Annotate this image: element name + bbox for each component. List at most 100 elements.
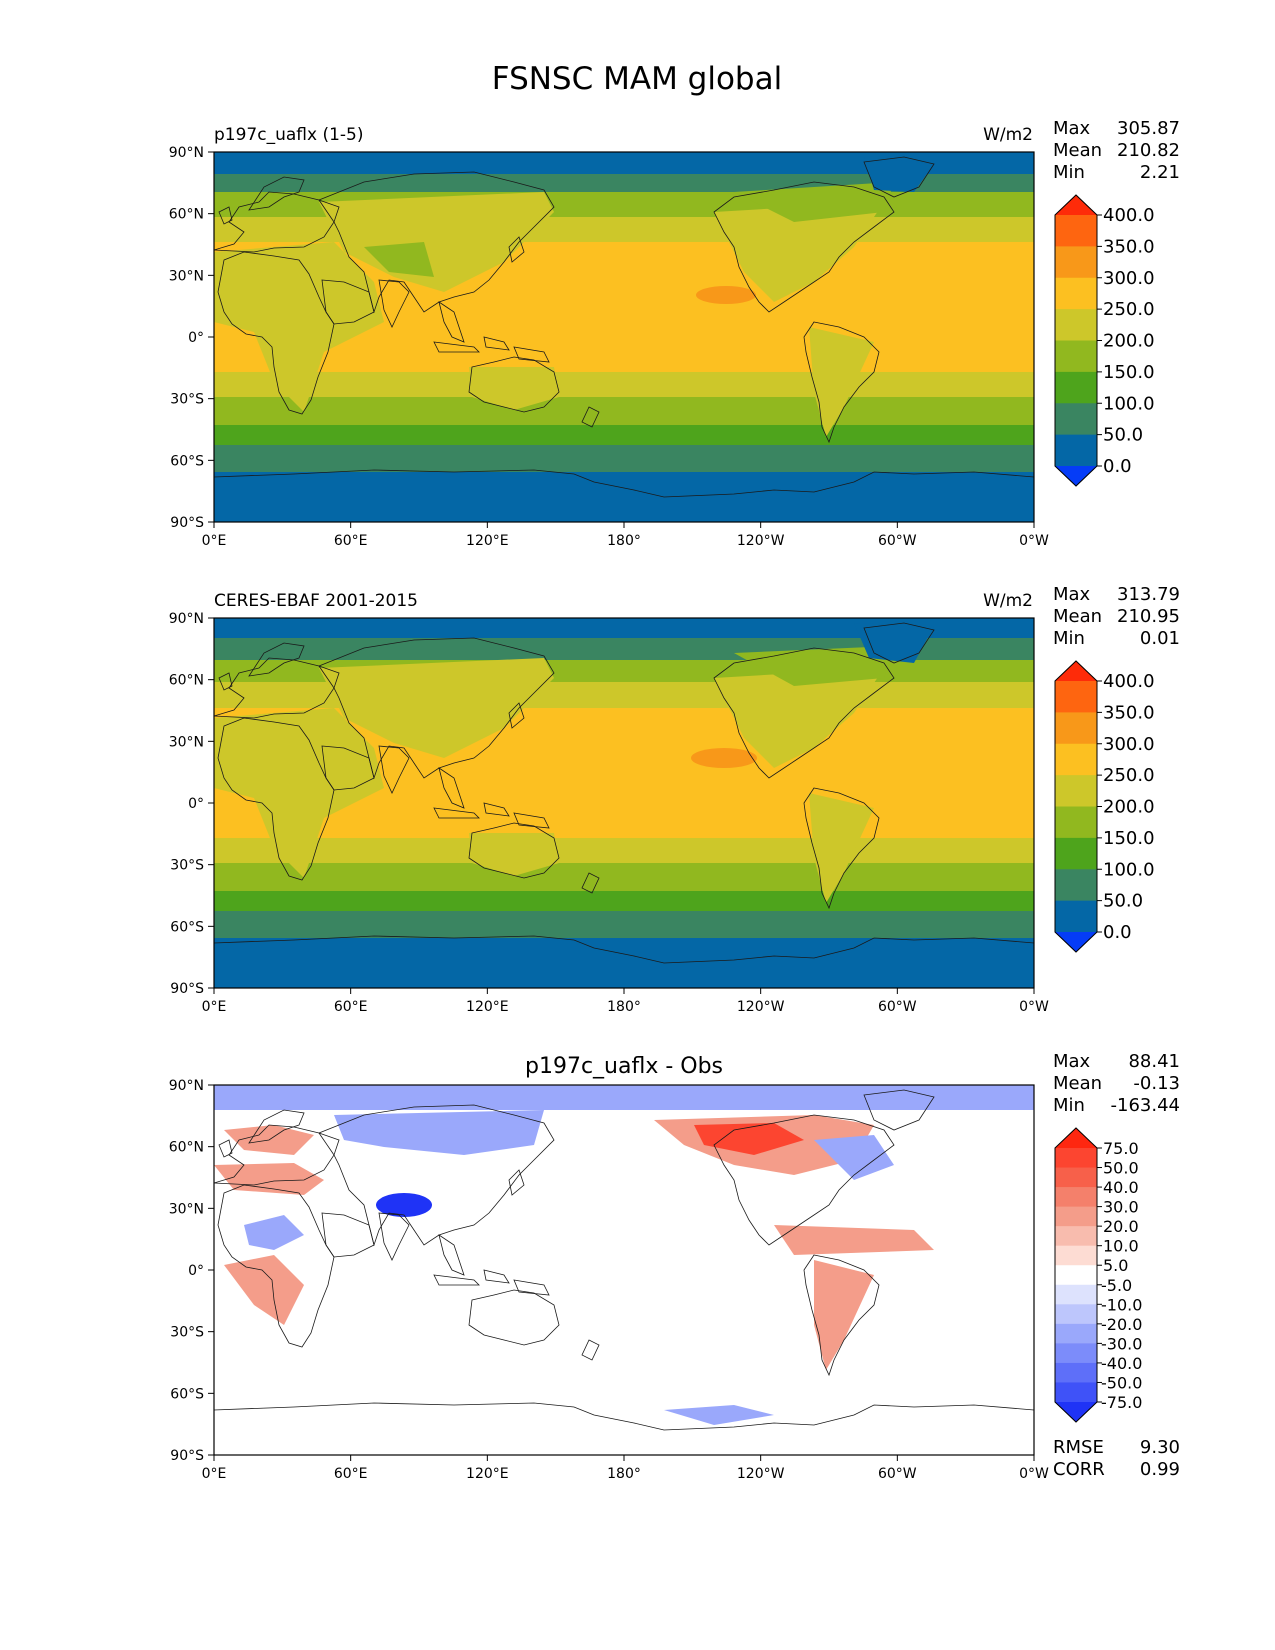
lat-tick-label: 60°N bbox=[169, 207, 204, 223]
lat-tick-label: 90°S bbox=[170, 981, 204, 997]
colorbar-label: 50.0 bbox=[1103, 425, 1143, 446]
lat-tick-label: 60°S bbox=[170, 1386, 204, 1402]
stat-max-label: Max bbox=[1053, 584, 1091, 605]
lat-axis: 90°N 60°N 30°N 0° 30°S 60°S 90°S bbox=[169, 1078, 214, 1464]
stat-mean-value: -0.13 bbox=[1133, 1073, 1180, 1094]
stat-min-value: -163.44 bbox=[1111, 1095, 1180, 1116]
lat-tick-label: 60°S bbox=[170, 919, 204, 935]
colorbar-segment bbox=[1055, 1245, 1097, 1266]
colorbar-segment bbox=[1055, 340, 1097, 373]
panel-diff: p197c_uaflx - Obs 90°N60°N30 bbox=[169, 1051, 1180, 1482]
stat-min-label: Min bbox=[1053, 1095, 1085, 1116]
lon-tick-label: 60°W bbox=[878, 999, 917, 1015]
lat-tick-label: 0° bbox=[188, 1263, 204, 1279]
colorbar-segment bbox=[1055, 434, 1097, 467]
stats-block: Max 313.79 Mean 210.95 Min 0.01 bbox=[1053, 584, 1180, 649]
colorbar-label: 400.0 bbox=[1103, 671, 1155, 692]
colorbar-label: 350.0 bbox=[1103, 702, 1155, 723]
lon-tick-label: 180° bbox=[607, 533, 641, 549]
stat-mean-value: 210.95 bbox=[1117, 606, 1180, 627]
lon-tick-label: 0°W bbox=[1019, 1466, 1049, 1482]
map-model bbox=[213, 151, 1035, 523]
colorbar-segment bbox=[1055, 215, 1097, 247]
colorbar-label: 5.0 bbox=[1103, 1256, 1128, 1275]
colorbar-segment bbox=[1055, 900, 1097, 933]
lon-tick-label: 60°E bbox=[334, 1466, 368, 1482]
colorbar: 400.0 350.0 300.0 250.0 200.0 150.0 100.0 50.0 0… bbox=[1054, 660, 1155, 953]
lat-tick-label: 90°N bbox=[169, 145, 204, 161]
colorbar-label: 300.0 bbox=[1103, 268, 1155, 289]
colorbar-segment bbox=[1055, 371, 1097, 404]
colorbar-segment bbox=[1055, 1343, 1097, 1364]
colorbar-segment bbox=[1055, 681, 1097, 713]
colorbar-segment bbox=[1055, 1206, 1097, 1227]
lat-tick-label: 30°N bbox=[169, 268, 204, 284]
lat-tick-label: 90°S bbox=[170, 1448, 204, 1464]
lon-tick-label: 0°W bbox=[1019, 533, 1049, 549]
lon-axis: 0°E 60°E 120°E 180° 120°W 60°W 0°W bbox=[202, 1455, 1049, 1482]
colorbar-label: 400.0 bbox=[1103, 205, 1155, 226]
colorbar-label: 50.0 bbox=[1103, 1159, 1139, 1178]
colorbar-label: -75.0 bbox=[1101, 1393, 1142, 1412]
colorbar-label: 200.0 bbox=[1103, 797, 1155, 818]
stats-block: Max 88.41 Mean -0.13 Min -163.44 bbox=[1053, 1051, 1180, 1116]
stat-max-value: 88.41 bbox=[1128, 1051, 1180, 1072]
lon-tick-label: 180° bbox=[607, 999, 641, 1015]
colorbar-label: -20.0 bbox=[1101, 1315, 1142, 1334]
lon-tick-label: 120°W bbox=[737, 999, 785, 1015]
colorbar-segment bbox=[1055, 403, 1097, 436]
colorbar-label: 75.0 bbox=[1103, 1139, 1139, 1158]
stat-min-label: Min bbox=[1053, 162, 1085, 183]
colorbar-extend-min bbox=[1055, 932, 1097, 952]
colorbar-segment bbox=[1055, 775, 1097, 807]
stat-max-label: Max bbox=[1053, 1051, 1091, 1072]
lat-tick-label: 90°N bbox=[169, 611, 204, 627]
colorbar-label: 350.0 bbox=[1103, 236, 1155, 257]
colorbar-label: 100.0 bbox=[1103, 393, 1155, 414]
panel-model: p197c_uaflx (1-5) W/m2 bbox=[169, 118, 1180, 549]
colorbar-extend-max bbox=[1055, 661, 1097, 681]
figure-title: FSNSC MAM global bbox=[492, 61, 782, 97]
colorbar-segment bbox=[1055, 743, 1097, 776]
lon-tick-label: 0°E bbox=[202, 1466, 227, 1482]
rmse-label: RMSE bbox=[1053, 1437, 1104, 1458]
lon-tick-label: 120°E bbox=[466, 1466, 509, 1482]
lat-tick-label: 30°S bbox=[170, 392, 204, 408]
lat-tick-label: 30°S bbox=[170, 1325, 204, 1341]
lat-tick-label: 90°N bbox=[169, 1078, 204, 1094]
lat-tick-label: 60°N bbox=[169, 1140, 204, 1156]
lat-tick-label: 60°N bbox=[169, 673, 204, 689]
metrics-block: RMSE 9.30 CORR 0.99 bbox=[1053, 1437, 1180, 1480]
lon-tick-label: 120°E bbox=[466, 533, 509, 549]
lat-axis: 90°N 60°N 30°N 0° 30°S 60°S 90°S bbox=[169, 145, 214, 531]
colorbar-label: 200.0 bbox=[1103, 331, 1155, 352]
colorbar-label: 0.0 bbox=[1103, 922, 1132, 943]
colorbar-segment bbox=[1055, 869, 1097, 902]
colorbar-label: -30.0 bbox=[1101, 1334, 1142, 1353]
panel-left-title: CERES-EBAF 2001-2015 bbox=[214, 591, 418, 611]
lat-tick-label: 0° bbox=[188, 796, 204, 812]
colorbar-segment bbox=[1055, 1148, 1097, 1169]
colorbar-label: -10.0 bbox=[1101, 1295, 1142, 1314]
lon-tick-label: 0°E bbox=[202, 999, 227, 1015]
stat-max-value: 313.79 bbox=[1117, 584, 1180, 605]
lon-tick-label: 60°E bbox=[334, 533, 368, 549]
lon-tick-label: 60°E bbox=[334, 999, 368, 1015]
colorbar: 75.050.040.030.020.010.05.0-5.0-10.0-20.… bbox=[1054, 1127, 1142, 1423]
colorbar-label: 100.0 bbox=[1103, 859, 1155, 880]
lon-tick-label: 0°W bbox=[1019, 999, 1049, 1015]
lat-tick-label: 90°S bbox=[170, 515, 204, 531]
colorbar-extend-max bbox=[1055, 1128, 1097, 1148]
corr-label: CORR bbox=[1053, 1459, 1105, 1480]
panel-obs: CERES-EBAF 2001-2015 W/m2 bbox=[169, 584, 1180, 1015]
panel-center-title: p197c_uaflx - Obs bbox=[525, 1054, 723, 1079]
panel-units: W/m2 bbox=[983, 125, 1033, 145]
lon-tick-label: 120°E bbox=[466, 999, 509, 1015]
lon-axis: 0°E 60°E 120°E 180° 120°W 60°W 0°W bbox=[202, 522, 1049, 549]
colorbar-label: -40.0 bbox=[1101, 1354, 1142, 1373]
lat-tick-label: 0° bbox=[188, 330, 204, 346]
colorbar-segment bbox=[1055, 1362, 1097, 1383]
colorbar-extend-min bbox=[1055, 466, 1097, 486]
colorbar-segment bbox=[1055, 837, 1097, 870]
colorbar-segment bbox=[1055, 1226, 1097, 1247]
